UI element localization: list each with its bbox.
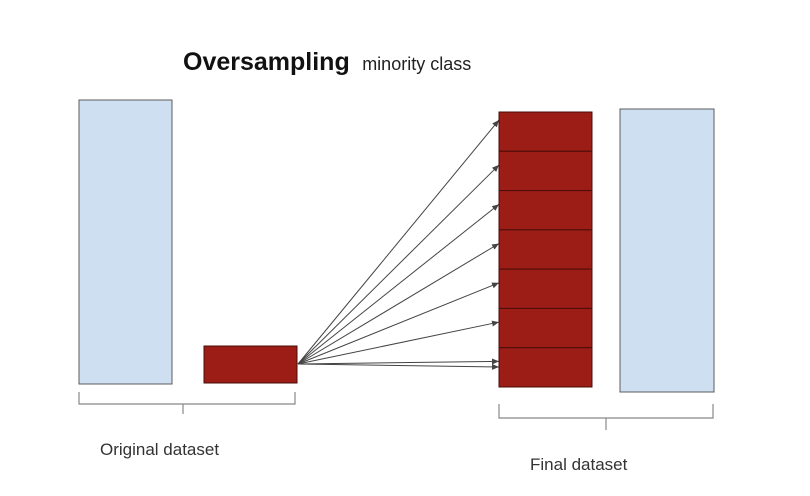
sampling-arrow [297, 164, 500, 365]
diagram-title: Oversampling minority class [183, 48, 471, 76]
final-dataset-label: Final dataset [530, 455, 628, 474]
final-minority-stack [498, 111, 593, 388]
sampling-arrow [297, 363, 500, 370]
title-main: Oversampling [183, 48, 350, 76]
final-minority-block [498, 307, 593, 349]
final-minority-block [498, 111, 593, 152]
final-minority-block [498, 190, 593, 231]
final-minority-block [498, 150, 593, 192]
final-minority-block [498, 347, 593, 388]
sampling-arrow [297, 320, 500, 365]
sampling-arrows [297, 119, 500, 370]
final-dataset-brace [498, 404, 714, 430]
sampling-arrow [297, 203, 500, 365]
sampling-arrow [297, 243, 500, 365]
final-minority-block [498, 268, 593, 309]
sampling-arrow [297, 119, 500, 365]
original-dataset-brace [78, 392, 296, 414]
sampling-arrow [297, 282, 500, 365]
sampling-arrow [297, 358, 500, 365]
original-majority-block [78, 99, 173, 385]
final-majority-block [619, 108, 715, 393]
original-dataset-label: Original dataset [100, 440, 219, 459]
title-sub: minority class [362, 54, 471, 74]
original-minority-block [203, 345, 298, 384]
final-minority-block [498, 229, 593, 270]
